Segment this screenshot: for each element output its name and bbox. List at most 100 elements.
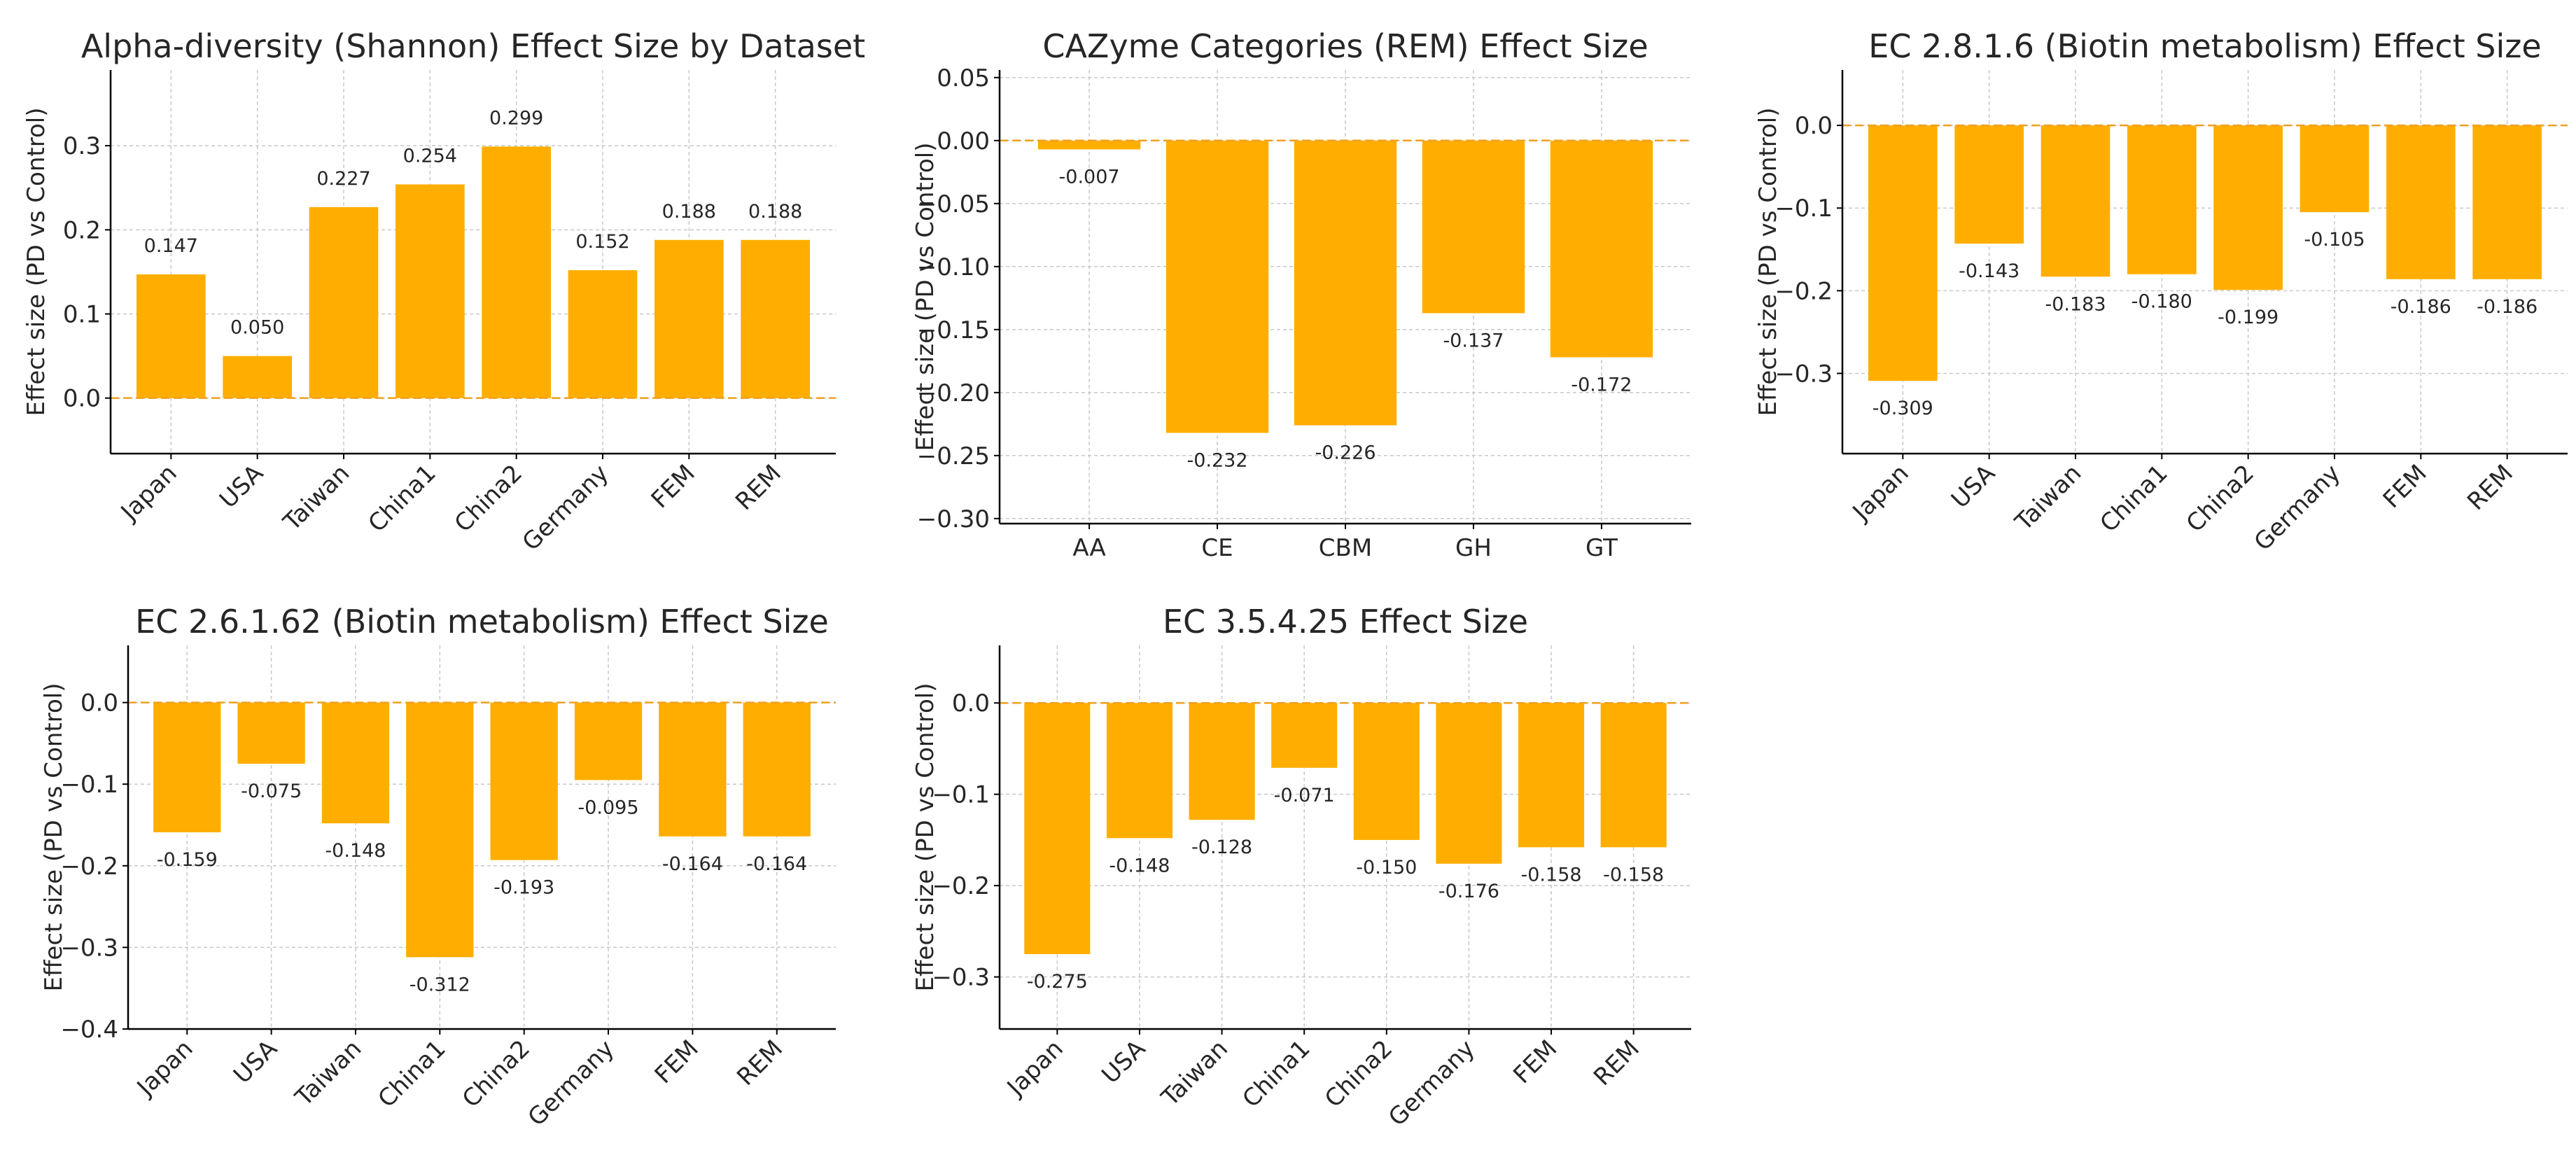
data-label: 0.188 [748,201,802,223]
chart-title: CAZyme Categories (REM) Effect Size [1042,27,1648,65]
y-tick-label: −0.15 [917,316,990,344]
bar-Germany [568,270,638,398]
y-tick-label: 0.0 [1795,112,1833,140]
bar-China2 [2213,125,2283,290]
y-tick-label: 0.0 [63,385,101,413]
chart-panel-1: Alpha-diversity (Shannon) Effect Size by… [22,27,865,556]
x-tick-label: USA [228,1035,283,1089]
y-tick-label: −0.1 [1774,195,1833,223]
x-tick-label: Japan [1001,1035,1069,1102]
data-label: -0.309 [1872,398,1933,419]
bar-Japan [136,274,206,398]
data-label: -0.150 [1356,857,1417,878]
bar-Taiwan [1189,703,1255,820]
y-tick-label: −0.3 [932,964,990,992]
data-label: -0.180 [2132,291,2192,313]
x-tick-label: GT [1586,534,1618,562]
x-tick-label: China1 [372,1035,451,1113]
bar-Japan [1024,703,1091,955]
y-tick-label: −0.30 [917,505,990,533]
y-tick-label: −0.20 [917,379,990,407]
x-tick-label: FEM [1508,1035,1562,1089]
bar-Germany [574,702,643,780]
x-tick-label: USA [1946,459,2001,514]
bar-REM [741,239,810,398]
data-label: 0.152 [575,231,629,253]
bar-Taiwan [2040,125,2110,277]
data-label: -0.193 [493,877,554,899]
x-tick-label: REM [732,1035,788,1091]
x-tick-label: Germany [517,459,615,556]
data-label: -0.148 [1109,855,1170,876]
x-tick-label: REM [1588,1035,1645,1091]
chart-panel-3: EC 2.8.1.6 (Biotin metabolism) Effect Si… [1754,27,2568,556]
bar-USA [237,702,305,764]
data-label: 0.227 [316,168,370,190]
bar-FEM [654,239,724,398]
bar-China1 [396,184,465,398]
data-label: -0.275 [1027,971,1088,993]
bar-China1 [1271,703,1338,768]
data-label: -0.071 [1274,785,1335,806]
bar-Germany [2300,125,2370,213]
x-tick-label: China2 [1320,1035,1398,1113]
x-tick-label: FEM [646,459,701,514]
data-label: -0.186 [2477,296,2538,318]
chart-title: EC 2.8.1.6 (Biotin metabolism) Effect Si… [1868,27,2541,65]
x-tick-label: AA [1072,534,1105,562]
data-label: 0.299 [489,107,543,129]
y-tick-label: 0.05 [937,64,990,92]
y-tick-label: −0.3 [1774,360,1833,388]
chart-panel-2: CAZyme Categories (REM) Effect Size Effec… [911,27,1691,562]
y-axis-label: Effect size (PD vs Control) [1754,108,1782,416]
chart-title: EC 2.6.1.62 (Biotin metabolism) Effect S… [135,603,829,640]
bar-China2 [482,146,551,398]
x-tick-label: FEM [2378,459,2432,514]
x-tick-label: FEM [650,1035,704,1089]
data-label: -0.007 [1059,166,1120,188]
y-tick-label: 0.0 [80,690,118,718]
data-label: -0.158 [1603,864,1664,886]
bar-USA [1106,703,1172,839]
data-label: -0.159 [157,849,218,871]
data-label: 0.147 [144,235,198,257]
bar-REM [743,702,811,836]
x-tick-label: China1 [2094,459,2173,538]
data-label: -0.137 [1443,330,1504,351]
bar-Taiwan [321,702,390,824]
bar-FEM [1518,703,1585,848]
data-label: -0.128 [1191,836,1252,858]
x-tick-label: Japan [1847,459,1914,527]
y-tick-label: −0.2 [60,853,118,881]
y-axis-label: Effect size (PD vs Control) [40,683,68,992]
data-label: -0.226 [1315,442,1376,464]
x-tick-label: Taiwan [290,1035,368,1112]
data-label: -0.148 [325,840,386,862]
data-label: -0.164 [746,853,807,875]
x-tick-label: CE [1201,534,1233,562]
data-label: -0.176 [1438,881,1499,902]
bar-GH [1422,140,1525,314]
y-tick-label: −0.3 [60,934,118,962]
bar-USA [1954,125,2024,244]
x-tick-label: REM [730,459,787,516]
chart-title: EC 3.5.4.25 Effect Size [1163,603,1528,640]
bar-USA [223,356,292,398]
bar-China1 [406,702,474,958]
y-tick-label: −0.2 [1774,277,1833,305]
x-tick-label: China2 [2181,459,2260,538]
y-tick-label: −0.4 [60,1016,118,1044]
y-axis-label: Effect size (PD vs Control) [911,683,939,992]
x-tick-label: CBM [1319,534,1372,562]
bar-China2 [1353,703,1420,840]
y-tick-label: −0.1 [60,771,118,799]
bar-Taiwan [309,206,379,398]
x-tick-label: Japan [131,1035,199,1102]
data-label: 0.050 [230,317,284,339]
x-tick-label: Taiwan [2010,459,2087,537]
x-tick-label: Taiwan [1156,1035,1233,1112]
y-axis-label: Effect size (PD vs Control) [22,108,50,416]
x-tick-label: Taiwan [278,459,356,537]
bar-CBM [1294,140,1397,426]
data-label: -0.164 [662,853,723,875]
